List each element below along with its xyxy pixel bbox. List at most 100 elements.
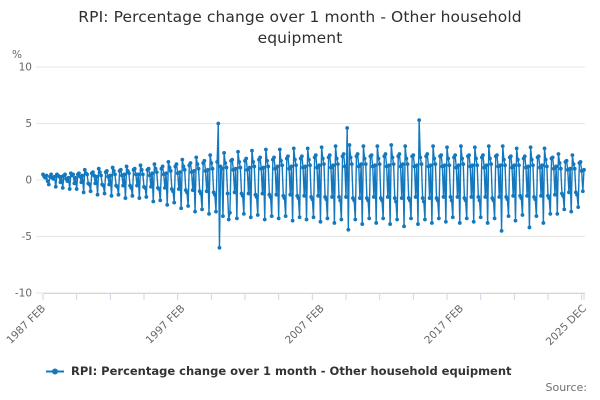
- data-point-marker: [109, 193, 114, 198]
- data-point-marker: [251, 160, 256, 164]
- data-point-marker: [423, 217, 427, 222]
- data-point-marker: [352, 198, 357, 203]
- data-point-marker: [572, 166, 577, 171]
- data-point-marker: [319, 145, 324, 150]
- data-point-marker: [514, 146, 519, 151]
- data-point-marker: [66, 175, 71, 180]
- data-point-marker: [489, 162, 494, 167]
- source-label: Source:: [545, 381, 588, 394]
- data-point-marker: [45, 179, 50, 184]
- data-point-marker: [495, 153, 499, 158]
- data-point-marker: [313, 153, 318, 158]
- data-point-marker: [335, 162, 340, 167]
- data-point-marker: [399, 196, 404, 200]
- data-point-marker: [348, 155, 353, 160]
- data-point-marker: [500, 144, 505, 149]
- data-point-marker: [418, 155, 423, 160]
- data-point-marker: [207, 212, 211, 216]
- data-point-marker: [330, 195, 334, 199]
- data-point-marker: [127, 171, 131, 176]
- data-point-marker: [233, 166, 238, 171]
- data-point-marker: [198, 191, 203, 196]
- data-point-marker: [394, 199, 398, 204]
- data-point-marker: [469, 195, 474, 199]
- data-point-marker: [470, 163, 475, 168]
- data-point-marker: [474, 156, 478, 161]
- series-path: [42, 119, 585, 249]
- data-point-marker: [436, 216, 441, 221]
- data-point-marker: [250, 148, 254, 153]
- data-point-marker: [168, 169, 173, 173]
- data-point-marker: [293, 157, 297, 162]
- data-point-marker: [132, 166, 137, 171]
- data-point-marker: [363, 162, 368, 167]
- data-point-marker: [380, 198, 384, 203]
- data-point-marker: [567, 190, 571, 195]
- data-point-marker: [561, 193, 565, 198]
- data-point-marker: [294, 163, 298, 168]
- data-point-marker: [339, 217, 344, 222]
- data-point-marker: [322, 162, 326, 167]
- data-point-marker: [158, 198, 163, 203]
- data-point-marker: [481, 153, 485, 158]
- chart-title: RPI: Percentage change over 1 month - Ot…: [78, 8, 522, 47]
- data-point-marker: [97, 170, 102, 174]
- data-point-marker: [212, 192, 217, 197]
- data-point-marker: [488, 156, 492, 161]
- data-point-marker: [214, 209, 218, 214]
- data-point-marker: [104, 169, 109, 173]
- data-point-marker: [138, 163, 143, 168]
- data-point-marker: [329, 165, 333, 170]
- data-point-marker: [332, 221, 337, 225]
- data-point-marker: [576, 205, 581, 210]
- data-point-marker: [171, 189, 175, 194]
- data-point-marker: [77, 171, 81, 176]
- data-point-marker: [540, 163, 545, 168]
- data-point-marker: [471, 219, 476, 224]
- data-point-marker: [230, 157, 235, 162]
- data-point-marker: [216, 121, 221, 126]
- data-point-marker: [553, 192, 557, 197]
- data-point-marker: [166, 160, 171, 164]
- data-point-marker: [226, 217, 231, 222]
- data-point-marker: [537, 165, 542, 170]
- data-point-marker: [338, 198, 343, 203]
- data-point-marker: [246, 191, 251, 196]
- data-point-marker: [268, 195, 273, 199]
- data-point-marker: [296, 196, 301, 200]
- data-point-marker: [517, 163, 521, 168]
- data-point-marker: [562, 207, 567, 212]
- legend: RPI: Percentage change over 1 month - Ot…: [46, 364, 512, 378]
- data-point-marker: [111, 169, 116, 173]
- data-point-marker: [283, 214, 288, 219]
- data-point-marker: [73, 175, 78, 180]
- data-point-marker: [185, 190, 189, 195]
- data-point-marker: [486, 144, 491, 149]
- data-point-marker: [129, 186, 134, 190]
- data-point-marker: [305, 146, 310, 151]
- data-point-marker: [556, 152, 561, 156]
- data-point-marker: [550, 155, 555, 160]
- data-point-marker: [388, 222, 393, 226]
- data-point-marker: [554, 164, 559, 169]
- data-point-marker: [146, 166, 151, 171]
- data-point-marker: [575, 192, 579, 197]
- data-point-marker: [150, 171, 155, 176]
- data-point-marker: [180, 157, 185, 162]
- data-point-marker: [178, 170, 182, 174]
- data-point-marker: [44, 173, 49, 178]
- data-point-marker: [548, 212, 553, 216]
- data-point-marker: [427, 196, 432, 200]
- data-point-marker: [359, 162, 363, 167]
- data-point-marker: [81, 190, 86, 195]
- data-point-marker: [512, 163, 517, 168]
- data-point-marker: [82, 167, 87, 172]
- data-point-marker: [361, 144, 366, 149]
- data-point-marker: [539, 193, 543, 198]
- data-point-marker: [391, 162, 396, 167]
- data-point-marker: [167, 165, 172, 170]
- data-point-marker: [467, 153, 471, 158]
- data-point-marker: [272, 155, 276, 160]
- data-point-marker: [72, 181, 77, 186]
